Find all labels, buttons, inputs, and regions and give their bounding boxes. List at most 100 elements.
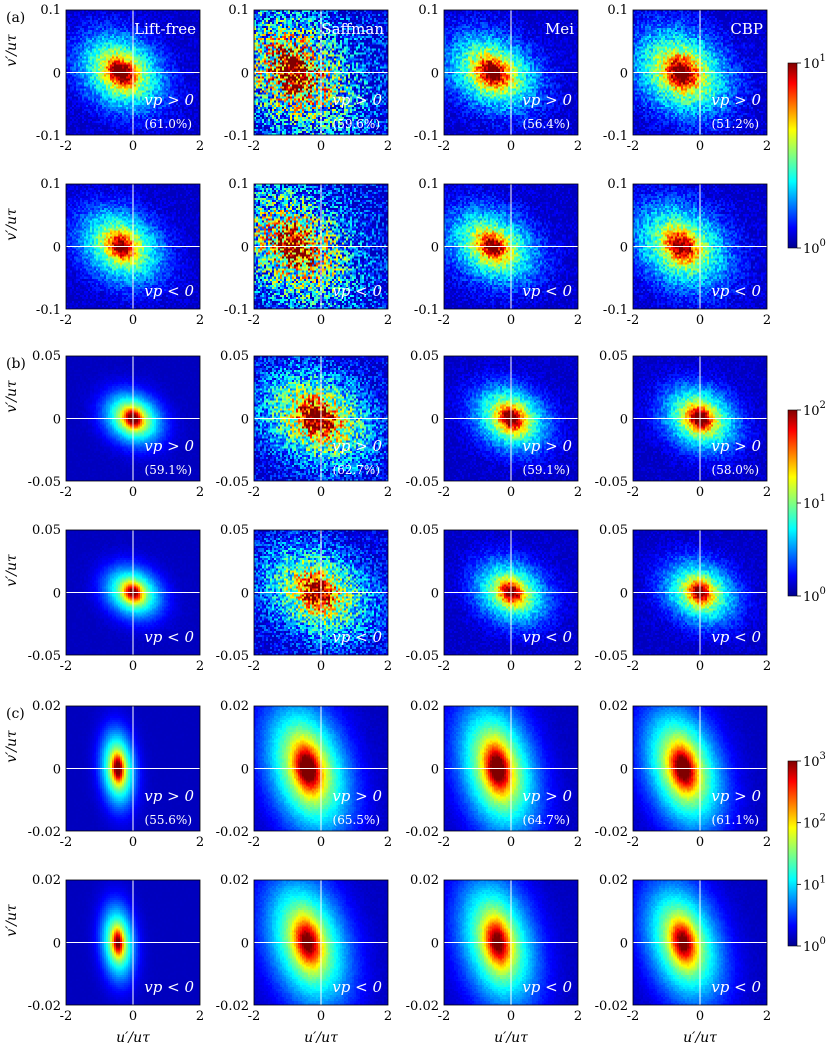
x-tick-label: 2 (763, 659, 771, 674)
x-tick-label: 0 (507, 139, 515, 154)
x-tick-label: 0 (507, 313, 515, 328)
y-tick-label: 0 (431, 241, 439, 256)
x-tick-label: -2 (60, 659, 73, 674)
y-tick-label: -0.05 (406, 475, 439, 490)
y-tick-label: -0.02 (595, 999, 628, 1014)
x-tick-label: 2 (384, 139, 392, 154)
vp-positive-label: vp > 0 (332, 787, 382, 805)
y-tick-label: 0.1 (607, 177, 628, 192)
x-tick-label: 2 (384, 485, 392, 500)
percentage-label: (65.5%) (333, 813, 380, 827)
x-tick-label: -2 (627, 659, 640, 674)
vp-negative-label: vp < 0 (144, 978, 194, 996)
y-axis-label: v′/uτ (4, 554, 20, 587)
y-tick-label: 0 (53, 67, 61, 82)
y-tick-label: -0.1 (224, 129, 249, 144)
panel-frame (443, 183, 579, 310)
y-tick-label: -0.02 (406, 999, 439, 1014)
x-tick-label: 2 (574, 659, 582, 674)
vp-negative-label: vp < 0 (332, 628, 382, 646)
y-tick-label: 0.05 (599, 349, 628, 364)
vp-negative-label: vp < 0 (332, 978, 382, 996)
vp-negative-label: vp < 0 (144, 282, 194, 300)
vp-positive-label: vp > 0 (522, 437, 572, 455)
vp-negative-label: vp < 0 (522, 978, 572, 996)
vp-positive-label: vp > 0 (332, 91, 382, 109)
panel-frame (65, 183, 201, 310)
vp-negative-label: vp < 0 (711, 628, 761, 646)
panel-frame (253, 705, 389, 832)
x-tick-label: 2 (384, 835, 392, 850)
y-tick-label: 0.05 (32, 349, 61, 364)
x-tick-label: 2 (196, 313, 204, 328)
y-tick-label: 0.05 (410, 349, 439, 364)
y-tick-label: 0 (620, 587, 628, 602)
y-tick-label: -0.1 (36, 303, 61, 318)
x-tick-label: 2 (196, 485, 204, 500)
panel-frame (443, 9, 579, 136)
x-tick-label: 0 (696, 1009, 704, 1024)
y-tick-label: 0.02 (410, 873, 439, 888)
x-tick-label: -2 (627, 313, 640, 328)
vp-negative-label: vp < 0 (522, 282, 572, 300)
y-axis-label: v′/uτ (4, 730, 20, 763)
y-tick-label: -0.05 (595, 649, 628, 664)
colorbar-tick-label: 100 (803, 586, 826, 605)
y-tick-label: 0 (241, 67, 249, 82)
x-tick-label: 0 (129, 313, 137, 328)
x-tick-label: -2 (248, 659, 261, 674)
y-tick-label: 0 (431, 67, 439, 82)
x-axis-label: u′/uτ (683, 1030, 717, 1046)
x-tick-label: -2 (60, 485, 73, 500)
panel-set-label: (b) (6, 356, 26, 372)
axes-text: 0.10-0.1-2 0 2vp > 0(61.0%)Lift-free0.10-0… (4, 3, 771, 1046)
panel-frame (65, 355, 201, 482)
x-tick-label: 0 (317, 139, 325, 154)
vp-positive-label: vp > 0 (522, 787, 572, 805)
x-tick-label: 0 (696, 659, 704, 674)
y-tick-label: 0.1 (228, 177, 249, 192)
y-tick-label: -0.05 (216, 475, 249, 490)
x-tick-label: 0 (696, 313, 704, 328)
x-tick-label: 0 (696, 139, 704, 154)
y-tick-label: -0.1 (414, 129, 439, 144)
x-tick-label: -2 (60, 1009, 73, 1024)
vp-positive-label: vp > 0 (144, 787, 194, 805)
y-tick-label: -0.1 (224, 303, 249, 318)
colorbar-tick-label: 100 (803, 238, 826, 257)
y-tick-label: 0 (53, 413, 61, 428)
y-tick-label: -0.05 (28, 475, 61, 490)
vp-negative-label: vp < 0 (332, 282, 382, 300)
vp-negative-label: vp < 0 (144, 628, 194, 646)
panel-frame (632, 879, 768, 1006)
x-axis-label: u′/uτ (494, 1030, 528, 1046)
y-tick-label: 0 (431, 937, 439, 952)
y-axis-label: v′/uτ (4, 34, 20, 67)
x-tick-label: 0 (317, 485, 325, 500)
panel-frame (65, 9, 201, 136)
y-tick-label: -0.1 (36, 129, 61, 144)
y-tick-label: -0.1 (414, 303, 439, 318)
x-tick-label: -2 (438, 659, 451, 674)
x-tick-label: -2 (248, 485, 261, 500)
vp-positive-label: vp > 0 (332, 437, 382, 455)
colorbar-tick-label: 101 (803, 53, 826, 72)
percentage-label: (61.1%) (712, 813, 759, 827)
x-tick-label: -2 (627, 1009, 640, 1024)
y-tick-label: -0.1 (603, 303, 628, 318)
y-tick-label: 0.05 (410, 523, 439, 538)
y-tick-label: 0 (53, 763, 61, 778)
y-tick-label: 0.02 (32, 699, 61, 714)
y-tick-label: -0.02 (595, 825, 628, 840)
x-tick-label: -2 (248, 1009, 261, 1024)
colorbar (787, 760, 798, 947)
model-title: CBP (730, 20, 763, 38)
panel-frame (443, 879, 579, 1006)
x-tick-label: 0 (696, 485, 704, 500)
x-tick-label: 0 (129, 485, 137, 500)
x-tick-label: 2 (763, 139, 771, 154)
model-title: Lift-free (134, 20, 196, 38)
y-tick-label: -0.05 (595, 475, 628, 490)
colorbars: 100 101 100 101 102 100 101 102 103 (787, 53, 826, 955)
x-tick-label: -2 (438, 313, 451, 328)
